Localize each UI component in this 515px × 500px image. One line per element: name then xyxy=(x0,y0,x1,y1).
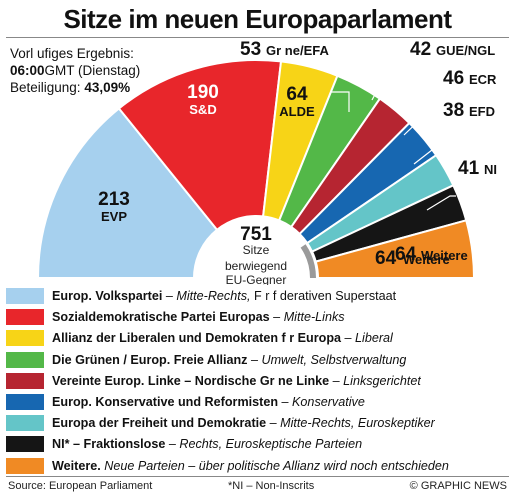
legend-text: Europa der Freiheit und Demokratie – Mit… xyxy=(52,416,435,430)
time-suffix: GMT (Dienstag) xyxy=(44,63,141,78)
label-tick-3 xyxy=(331,91,350,112)
segment-name-4: GUE/NGL xyxy=(436,43,495,58)
legend-swatch xyxy=(6,330,44,347)
legend-item: Sozialdemokratische Partei Europas – Mit… xyxy=(6,307,509,327)
segment-value-0: 213 xyxy=(98,189,130,210)
legend-name: NI* – Fraktionslose xyxy=(52,437,166,452)
footer-divider xyxy=(6,476,509,477)
legend-swatch xyxy=(6,309,44,326)
segment-name-0: EVP xyxy=(101,209,127,224)
segment-name-6: EFD xyxy=(469,104,495,119)
legend-item: Allianz der Liberalen und Demokraten f r… xyxy=(6,328,509,348)
legend-swatch xyxy=(6,457,44,474)
legend-name: Europ. Konservative und Reformisten xyxy=(52,395,279,409)
segment-value-3: 53 xyxy=(240,39,261,60)
segment-name-8: Weitere xyxy=(421,248,468,263)
segment-value-1: 190 xyxy=(187,82,219,103)
segment-value-4: 42 xyxy=(410,39,431,60)
legend-name: Allianz der Liberalen und Demokraten f r… xyxy=(52,331,342,346)
legend-name: Europa der Freiheit und Demokratie xyxy=(52,416,267,431)
legend-description: – Umwelt, Selbstverwaltung xyxy=(247,352,407,367)
legend-name: Sozialdemokratische Partei Europas xyxy=(52,310,270,325)
result-time: 06:00GMT (Dienstag) xyxy=(10,63,140,78)
segment-name-5: ECR xyxy=(469,72,497,87)
legend-description: – Liberal xyxy=(341,331,393,346)
legend-swatch xyxy=(6,288,44,304)
ni-footnote: *NI – Non-Inscrits xyxy=(228,480,315,492)
segment-value-8: 64 xyxy=(395,244,417,265)
segment-name-8: Weitere xyxy=(403,252,450,267)
legend-description: – Mitte-Links xyxy=(269,310,345,325)
legend-name: Europ. Volkspartei xyxy=(52,289,163,303)
source-note: Source: European Parliament xyxy=(8,480,153,492)
legend-name: Vereinte Europ. Linke – Nordische Gr ne … xyxy=(52,373,330,388)
segment-value-6: 38 xyxy=(443,100,464,121)
legend-text: Sozialdemokratische Partei Europas – Mit… xyxy=(52,310,345,324)
label-tick-4 xyxy=(371,47,401,101)
segment-name-1: S&D xyxy=(189,102,216,117)
legend-text: Allianz der Liberalen und Demokraten f r… xyxy=(52,331,393,345)
legend-item: Die Grünen / Europ. Freie Allianz – Umwe… xyxy=(6,350,509,370)
title-divider xyxy=(6,37,509,38)
label-tick-5 xyxy=(403,109,438,136)
legend-text: Vereinte Europ. Linke – Nordische Gr ne … xyxy=(52,374,421,388)
mostly-label: berwiegend xyxy=(225,259,287,273)
legend-swatch xyxy=(6,372,44,389)
legend-description: – Mitte-Rechts, Euroskeptiker xyxy=(266,416,435,431)
legend-text: Europ. Konservative und Reformisten – Ko… xyxy=(52,395,365,409)
legend-description: Neue Parteien – über politische Allianz … xyxy=(100,458,449,473)
credit: © GRAPHIC NEWS xyxy=(409,480,507,492)
legend-item: NI* – Fraktionslose – Rechts, Euroskepti… xyxy=(6,434,509,454)
segment-value-5: 46 xyxy=(443,68,464,89)
legend-item: Europ. Volkspartei – Mitte-Rechts, F r f… xyxy=(6,286,509,306)
turnout: Beteiligung: 43,09% xyxy=(10,80,130,95)
segment-value-7: 41 xyxy=(458,158,480,179)
segment-name-2: ALDE xyxy=(279,104,315,119)
seat-segment-8 xyxy=(314,219,476,279)
seat-segment-0 xyxy=(36,107,219,279)
turnout-label: Beteiligung: xyxy=(10,80,85,95)
seat-segment-1 xyxy=(117,59,283,232)
legend-item: Weitere. Neue Parteien – über politische… xyxy=(6,456,509,476)
legend-description: – Mitte-Rechts, xyxy=(162,289,251,303)
legend-text: Weitere. Neue Parteien – über politische… xyxy=(52,459,449,473)
result-status: Vorl ufiges Ergebnis: xyxy=(10,46,134,61)
legend-swatch xyxy=(6,436,44,453)
page-title: Sitze im neuen Europaparlament xyxy=(63,4,452,34)
legend-description: – Linksgerichtet xyxy=(329,373,421,388)
segment-name-7: NI xyxy=(484,162,497,177)
legend-name: Die Grünen / Europ. Freie Allianz xyxy=(52,352,248,367)
label-tick-6 xyxy=(413,149,440,165)
eu-opponents-label: EU-Gegner xyxy=(226,273,287,285)
label-tick-7 xyxy=(426,195,456,211)
total-seats-label: Sitze xyxy=(243,243,270,257)
total-seats: 751 xyxy=(240,224,272,245)
segment-value-2: 64 xyxy=(286,84,308,105)
legend-text: Die Grünen / Europ. Freie Allianz – Umwe… xyxy=(52,353,406,367)
legend-item: Vereinte Europ. Linke – Nordische Gr ne … xyxy=(6,371,509,391)
legend-item: Europa der Freiheit und Demokratie – Mit… xyxy=(6,413,509,433)
turnout-value: 43,09% xyxy=(84,80,131,95)
legend-swatch xyxy=(6,351,44,368)
legend-extra: F r f derativen Superstaat xyxy=(250,289,397,303)
legend-name: Weitere. xyxy=(52,458,101,473)
segment-value-8: 64 xyxy=(375,248,397,269)
legend-swatch xyxy=(6,394,44,410)
legend-text: NI* – Fraktionslose – Rechts, Euroskepti… xyxy=(52,437,362,451)
legend-swatch xyxy=(6,415,44,432)
legend-text: Europ. Volkspartei – Mitte-Rechts, F r f… xyxy=(52,289,396,303)
legend-item: Europ. Konservative und Reformisten – Ko… xyxy=(6,392,509,412)
segment-name-3: Gr ne/EFA xyxy=(266,43,329,58)
time-value: 06:00 xyxy=(10,63,45,78)
legend-description: – Konservative xyxy=(278,395,365,409)
legend-description: – Rechts, Euroskeptische Parteien xyxy=(165,437,363,452)
eu-opposed-arc xyxy=(300,244,316,279)
